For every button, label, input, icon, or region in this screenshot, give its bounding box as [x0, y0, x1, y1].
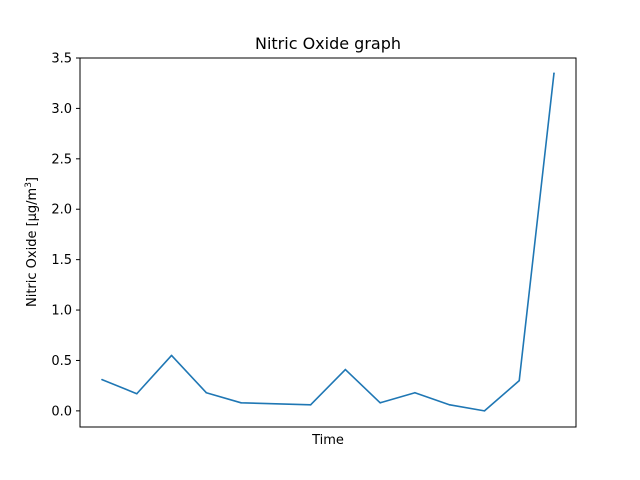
y-tick-label: 1.0 [51, 304, 72, 319]
plot-area [101, 72, 555, 412]
data-point [205, 391, 208, 394]
y-tick-label: 3.0 [51, 102, 72, 117]
y-axis-label: Nitric Oxide [μg/m3] [24, 177, 40, 307]
y-tick-label: 2.0 [51, 203, 72, 218]
data-point [170, 354, 173, 357]
data-point [240, 402, 242, 404]
data-point [483, 410, 486, 412]
y-tick-label: 0.0 [51, 404, 72, 419]
data-point [344, 368, 347, 371]
data-point [379, 402, 381, 404]
data-point [135, 392, 138, 395]
y-tick-label: 0.5 [51, 354, 72, 369]
plot-frame [79, 57, 577, 428]
x-axis-label: Time [311, 433, 344, 448]
y-tick-label: 3.5 [51, 52, 72, 67]
data-point [414, 391, 416, 394]
y-axis-label-end: ] [25, 177, 40, 182]
y-axis-label-main: Nitric Oxide [μg/m [25, 188, 40, 307]
y-tick-label: 2.5 [51, 152, 72, 167]
data-point [553, 72, 555, 74]
y-axis: 0.0 0.5 1.0 1.5 2.0 2.5 3.0 3.5 [51, 52, 80, 419]
y-axis-label-superscript: 3 [24, 182, 34, 188]
data-point [101, 378, 103, 381]
series-line [101, 73, 555, 412]
chart-title: Nitric Oxide graph [255, 34, 401, 53]
data-point [309, 404, 312, 406]
y-tick-label: 1.5 [51, 253, 72, 268]
data-point [448, 404, 451, 406]
data-point [518, 379, 521, 382]
